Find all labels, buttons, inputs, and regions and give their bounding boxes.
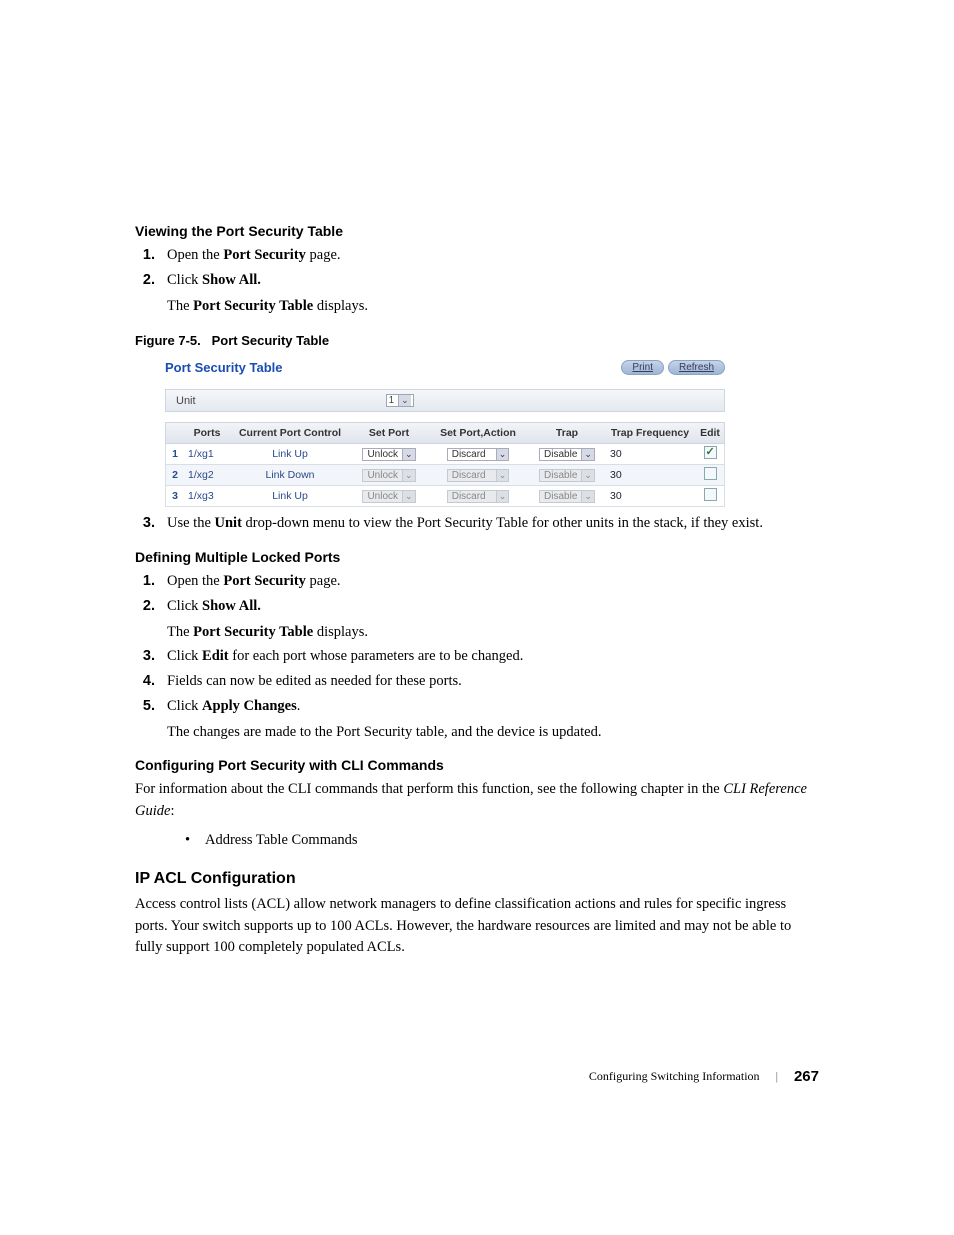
col-set-port: Set Port	[350, 427, 428, 439]
chevron-down-icon: ⌄	[402, 470, 415, 481]
col-current-port-control: Current Port Control	[230, 427, 350, 439]
step3-container: 3. Use the Unit drop-down menu to view t…	[135, 513, 819, 535]
step-text: Click Show All. The Port Security Table …	[167, 270, 819, 318]
set-port-select[interactable]: Unlock⌄	[362, 448, 415, 461]
refresh-button[interactable]: Refresh	[668, 360, 725, 375]
table-row: 3 1/xg3 Link Up Unlock⌄ Discard⌄ Disable…	[165, 486, 725, 507]
screenshot-buttons: Print Refresh	[621, 360, 725, 375]
set-port-action-select: Discard⌄	[447, 469, 510, 482]
set-port-select: Unlock⌄	[362, 469, 415, 482]
step-item: 3. Use the Unit drop-down menu to view t…	[135, 513, 819, 535]
edit-checkbox[interactable]	[704, 467, 717, 480]
heading-ip-acl: IP ACL Configuration	[135, 870, 819, 888]
step-item: 2. Click Show All. The Port Security Tab…	[135, 596, 819, 644]
step-item: 4. Fields can now be edited as needed fo…	[135, 671, 819, 693]
chevron-down-icon: ⌄	[581, 491, 594, 502]
edit-checkbox[interactable]	[704, 446, 717, 459]
step-item: 2. Click Show All. The Port Security Tab…	[135, 270, 819, 318]
screenshot-title: Port Security Table	[165, 360, 283, 375]
heading-viewing: Viewing the Port Security Table	[135, 223, 819, 239]
step-item: 5. Click Apply Changes. The changes are …	[135, 696, 819, 744]
chevron-down-icon: ⌄	[402, 491, 415, 502]
bullet-icon: •	[185, 829, 205, 852]
table-row: 2 1/xg2 Link Down Unlock⌄ Discard⌄ Disab…	[165, 465, 725, 486]
heading-cli: Configuring Port Security with CLI Comma…	[135, 757, 819, 773]
cli-para: For information about the CLI commands t…	[135, 779, 819, 823]
chevron-down-icon: ⌄	[581, 449, 594, 460]
set-port-select: Unlock⌄	[362, 490, 415, 503]
page-footer: Configuring Switching Information | 267	[589, 1068, 819, 1085]
col-trap-frequency: Trap Frequency	[606, 427, 694, 439]
col-edit: Edit	[694, 427, 726, 439]
footer-separator: |	[776, 1069, 778, 1084]
step-item: 1. Open the Port Security page.	[135, 571, 819, 593]
step-text: Use the Unit drop-down menu to view the …	[167, 513, 819, 535]
ip-acl-para: Access control lists (ACL) allow network…	[135, 894, 819, 959]
chevron-down-icon: ⌄	[496, 449, 509, 460]
chevron-down-icon: ⌄	[496, 491, 509, 502]
trap-select: Disable⌄	[539, 469, 595, 482]
step-text: Open the Port Security page.	[167, 245, 819, 267]
trap-select: Disable⌄	[539, 490, 595, 503]
unit-select[interactable]: 1⌄	[386, 394, 414, 407]
table-row: 1 1/xg1 Link Up Unlock⌄ Discard⌄ Disable…	[165, 444, 725, 465]
chevron-down-icon: ⌄	[496, 470, 509, 481]
print-button[interactable]: Print	[621, 360, 664, 375]
trap-select[interactable]: Disable⌄	[539, 448, 595, 461]
step-number: 3.	[135, 513, 167, 535]
step-item: 3. Click Edit for each port whose parame…	[135, 646, 819, 668]
table-header-row: Ports Current Port Control Set Port Set …	[165, 422, 725, 444]
page-content: Viewing the Port Security Table 1. Open …	[0, 0, 954, 959]
step-subtext: The Port Security Table displays.	[167, 296, 819, 318]
footer-page-number: 267	[794, 1068, 819, 1085]
col-trap: Trap	[528, 427, 606, 439]
footer-chapter: Configuring Switching Information	[589, 1069, 760, 1084]
col-ports: Ports	[184, 427, 230, 439]
set-port-action-select: Discard⌄	[447, 490, 510, 503]
screenshot-header: Port Security Table Print Refresh	[165, 360, 725, 375]
chevron-down-icon: ⌄	[581, 470, 594, 481]
steps-viewing: 1. Open the Port Security page. 2. Click…	[135, 245, 819, 317]
unit-bar: Unit 1⌄	[165, 389, 725, 412]
cli-bullets: • Address Table Commands	[135, 829, 819, 852]
port-security-screenshot: Port Security Table Print Refresh Unit 1…	[165, 360, 725, 507]
heading-defining: Defining Multiple Locked Ports	[135, 549, 819, 565]
edit-checkbox[interactable]	[704, 488, 717, 501]
step-number: 2.	[135, 270, 167, 318]
step-item: 1. Open the Port Security page.	[135, 245, 819, 267]
chevron-down-icon: ⌄	[402, 449, 415, 460]
step-number: 1.	[135, 245, 167, 267]
figure-caption: Figure 7-5. Port Security Table	[135, 333, 819, 348]
steps-defining: 1. Open the Port Security page. 2. Click…	[135, 571, 819, 743]
bullet-item: • Address Table Commands	[185, 829, 819, 852]
set-port-action-select[interactable]: Discard⌄	[447, 448, 510, 461]
col-set-port-action: Set Port,Action	[428, 427, 528, 439]
unit-label: Unit	[176, 395, 196, 407]
chevron-down-icon: ⌄	[398, 395, 411, 406]
